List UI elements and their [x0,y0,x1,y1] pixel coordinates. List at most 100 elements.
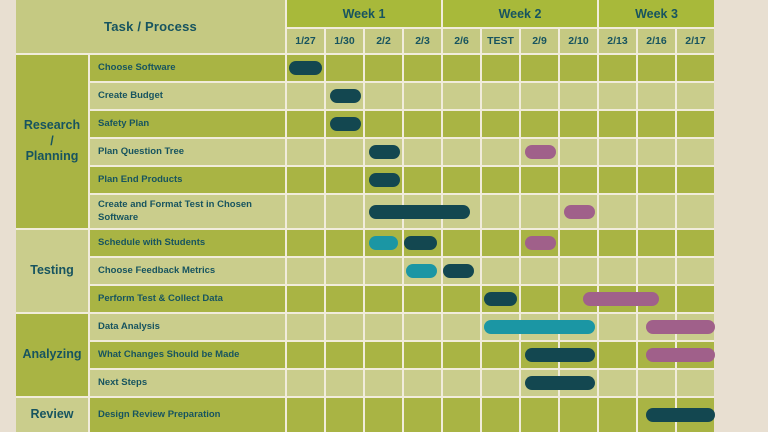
timeline-cell [287,398,324,432]
week-header-3: Week 3 [599,0,714,27]
timeline-cell [560,342,597,368]
timeline-cell [599,83,636,109]
timeline-cell [482,286,519,312]
week-header-1: Week 1 [287,0,441,27]
timeline-cell [677,111,714,137]
timeline-cell [482,314,519,340]
task-cell: Create Budget [90,83,285,109]
timeline-cell [365,258,402,284]
timeline-cell [326,342,363,368]
timeline-cell [521,111,558,137]
timeline-cell [560,167,597,193]
timeline-cell [326,314,363,340]
timeline-cell [677,342,714,368]
date-header: 2/6 [443,29,480,53]
timeline-cell [521,398,558,432]
timeline-cell [365,55,402,81]
timeline-cell [326,55,363,81]
timeline-cell [326,230,363,256]
timeline-cell [638,83,675,109]
timeline-cell [482,342,519,368]
task-cell: Create and Format Test in Chosen Softwar… [90,195,285,228]
timeline-cell [326,258,363,284]
timeline-cell [677,286,714,312]
timeline-cell [404,286,441,312]
date-header: 2/3 [404,29,441,53]
timeline-cell [599,398,636,432]
timeline-cell [326,139,363,165]
timeline-cell [365,398,402,432]
timeline-cell [365,370,402,396]
task-cell: Plan End Products [90,167,285,193]
timeline-cell [404,83,441,109]
timeline-cell [287,111,324,137]
timeline-cell [521,83,558,109]
timeline-cell [482,167,519,193]
timeline-cell [326,286,363,312]
timeline-cell [599,370,636,396]
group-cell: Analyzing [16,314,88,396]
timeline-cell [443,286,480,312]
timeline-cell [599,230,636,256]
timeline-cell [638,55,675,81]
task-cell: Design Review Preparation [90,398,285,432]
timeline-cell [287,370,324,396]
timeline-cell [443,370,480,396]
timeline-cell [599,139,636,165]
task-process-header: Task / Process [16,0,285,53]
task-cell: What Changes Should be Made [90,342,285,368]
timeline-cell [560,258,597,284]
timeline-cell [443,167,480,193]
timeline-cell [365,139,402,165]
timeline-cell [326,83,363,109]
timeline-cell [482,83,519,109]
timeline-cell [404,258,441,284]
timeline-cell [638,167,675,193]
timeline-cell [326,167,363,193]
timeline-cell [287,286,324,312]
timeline-cell [365,83,402,109]
timeline-cell [638,398,675,432]
timeline-cell [638,286,675,312]
date-header: 2/2 [365,29,402,53]
timeline-cell [521,55,558,81]
timeline-cell [677,195,714,228]
date-header: 2/9 [521,29,558,53]
timeline-cell [326,111,363,137]
group-cell: Review [16,398,88,432]
timeline-cell [443,314,480,340]
timeline-cell [287,314,324,340]
timeline-cell [638,230,675,256]
timeline-cell [287,55,324,81]
timeline-cell [404,370,441,396]
timeline-cell [443,342,480,368]
timeline-cell [404,314,441,340]
group-cell: Testing [16,230,88,312]
group-cell: Research / Planning [16,55,88,228]
timeline-cell [287,230,324,256]
timeline-cell [482,258,519,284]
timeline-cell [560,111,597,137]
timeline-cell [443,111,480,137]
timeline-cell [560,314,597,340]
timeline-cell [638,258,675,284]
timeline-cell [287,139,324,165]
timeline-cell [404,342,441,368]
timeline-cell [521,370,558,396]
timeline-cell [599,111,636,137]
timeline-cell [482,398,519,432]
timeline-cell [599,167,636,193]
gantt-table: Task / Process Week 1 Week 2 Week 3 1/27 1/3… [16,0,714,432]
timeline-cell [521,258,558,284]
timeline-cell [677,55,714,81]
date-header: 2/13 [599,29,636,53]
timeline-cell [560,195,597,228]
timeline-cell [482,111,519,137]
timeline-cell [404,230,441,256]
timeline-cell [482,195,519,228]
timeline-cell [599,258,636,284]
timeline-cell [404,139,441,165]
timeline-cell [677,167,714,193]
timeline-cell [287,83,324,109]
timeline-cell [443,83,480,109]
